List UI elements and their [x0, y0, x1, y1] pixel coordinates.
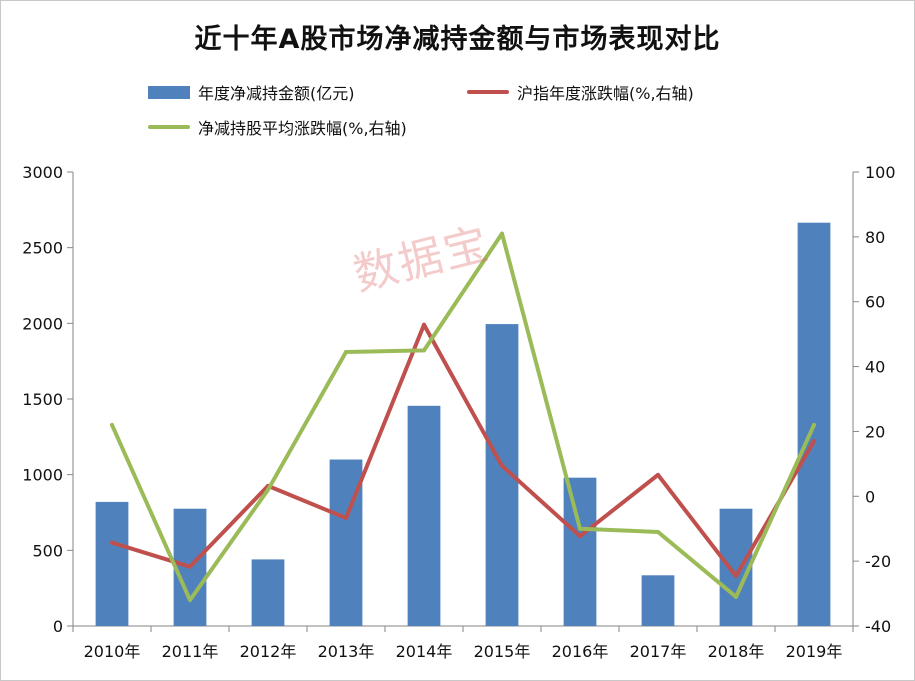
x-tick-label: 2010年 — [84, 642, 141, 661]
line-index-series — [110, 322, 816, 579]
right-tick-label: 100 — [865, 163, 896, 182]
left-tick-label: 500 — [32, 541, 63, 560]
left-tick-label: 2000 — [22, 314, 63, 333]
legend-bar-swatch — [148, 85, 190, 99]
line-avg-series-point — [578, 526, 582, 531]
right-tick-label: 60 — [865, 293, 885, 312]
legend-line-avg: 净减持股平均涨跌幅(%,右轴) — [148, 115, 407, 139]
right-tick-label: -40 — [865, 617, 891, 636]
legend-bar: 年度净减持金额(亿元) — [148, 80, 355, 104]
chart-title: 近十年A股市场净减持金额与市场表现对比 — [194, 24, 721, 55]
bar — [95, 501, 129, 626]
line-avg-series-point — [656, 529, 660, 534]
legend-line-index-swatch — [467, 90, 509, 94]
legend-line-avg-swatch — [148, 125, 190, 129]
right-tick-label: 0 — [865, 487, 875, 506]
left-tick-label: 3000 — [22, 163, 63, 182]
legend-line-avg-label: 净减持股平均涨跌幅(%,右轴) — [198, 119, 407, 138]
right-tick-label: -20 — [865, 552, 891, 571]
legend-bar-label: 年度净减持金额(亿元) — [198, 84, 355, 103]
x-tick-label: 2016年 — [552, 642, 609, 661]
line-index-series-point — [500, 463, 504, 468]
left-tick-label: 2500 — [22, 239, 63, 258]
line-avg-series-point — [188, 598, 192, 603]
right-tick-label: 40 — [865, 358, 885, 377]
x-tick-label: 2015年 — [474, 642, 531, 661]
legend-line-index: 沪指年度涨跌幅(%,右轴) — [467, 80, 694, 104]
x-tick-label: 2011年 — [162, 642, 219, 661]
x-tick-label: 2017年 — [630, 642, 687, 661]
line-avg-series-point — [422, 348, 426, 353]
line-index-series-point — [656, 472, 660, 477]
line-index-series-point — [578, 534, 582, 539]
bar — [563, 477, 597, 626]
line-avg-series-point — [812, 422, 816, 427]
x-tick-label: 2018年 — [708, 642, 765, 661]
line-index-series-point — [110, 540, 114, 545]
line-index-series-point — [734, 574, 738, 579]
line-index-series-point — [188, 564, 192, 569]
bar — [641, 575, 675, 626]
line-avg-series-point — [734, 594, 738, 599]
right-tick-label: 80 — [865, 228, 885, 247]
left-tick-label: 1000 — [22, 466, 63, 485]
x-tick-label: 2019年 — [786, 642, 843, 661]
bar — [407, 405, 441, 626]
line-index-series-point — [812, 439, 816, 444]
line-avg-series-point — [344, 349, 348, 354]
line-index-series-point — [422, 322, 426, 327]
x-tick-label: 2012年 — [240, 642, 297, 661]
line-avg-series-point — [110, 422, 114, 427]
right-tick-label: 20 — [865, 422, 885, 441]
line-index-series-point — [344, 516, 348, 521]
legend-line-index-label: 沪指年度涨跌幅(%,右轴) — [517, 84, 694, 103]
bar — [251, 559, 285, 626]
line-avg-series — [110, 231, 816, 603]
line-avg-series-point — [500, 231, 504, 236]
line-avg-series-point — [266, 487, 270, 492]
bar — [719, 508, 753, 626]
x-tick-label: 2014年 — [396, 642, 453, 661]
left-tick-label: 1500 — [22, 390, 63, 409]
x-tick-label: 2013年 — [318, 642, 375, 661]
left-tick-label: 0 — [53, 617, 63, 636]
